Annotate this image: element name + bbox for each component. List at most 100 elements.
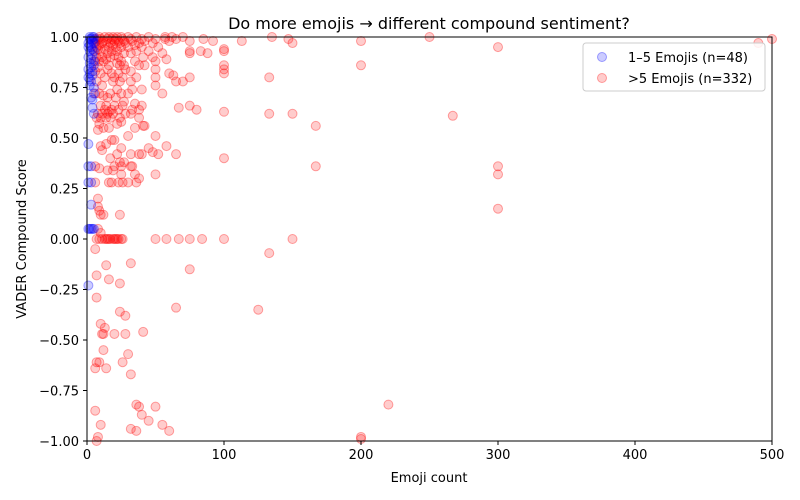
data-point-over-5-emojis bbox=[116, 161, 127, 172]
data-point-1-5-emojis bbox=[88, 34, 99, 45]
data-point-over-5-emojis bbox=[150, 72, 161, 83]
data-point-over-5-emojis bbox=[92, 223, 103, 234]
data-point-over-5-emojis bbox=[493, 161, 503, 172]
data-point-over-5-emojis bbox=[95, 141, 106, 152]
data-point-over-5-emojis bbox=[219, 153, 229, 164]
data-point-over-5-emojis bbox=[94, 118, 105, 129]
data-point-over-5-emojis bbox=[98, 122, 109, 133]
data-point-over-5-emojis bbox=[117, 177, 128, 188]
data-point-over-5-emojis bbox=[184, 48, 195, 59]
data-point-over-5-emojis bbox=[157, 48, 168, 59]
data-point-over-5-emojis bbox=[125, 66, 136, 77]
data-point-over-5-emojis bbox=[127, 104, 138, 115]
y-tick-label: 0.75 bbox=[50, 82, 79, 97]
data-point-over-5-emojis bbox=[95, 227, 106, 238]
data-point-over-5-emojis bbox=[356, 60, 366, 71]
legend-marker-series-1 bbox=[597, 52, 607, 62]
data-point-over-5-emojis bbox=[161, 54, 172, 65]
data-point-over-5-emojis bbox=[219, 60, 229, 71]
data-point-1-5-emojis bbox=[83, 280, 94, 291]
data-point-1-5-emojis bbox=[86, 161, 97, 172]
data-point-over-5-emojis bbox=[173, 102, 184, 113]
data-point-over-5-emojis bbox=[98, 345, 109, 356]
data-point-over-5-emojis bbox=[143, 46, 154, 57]
data-point-over-5-emojis bbox=[118, 48, 129, 59]
data-point-over-5-emojis bbox=[102, 48, 113, 59]
y-tick-label: 1.00 bbox=[50, 31, 79, 46]
data-point-over-5-emojis bbox=[114, 209, 125, 220]
data-point-over-5-emojis bbox=[153, 42, 164, 53]
data-point-over-5-emojis bbox=[116, 42, 127, 53]
data-point-over-5-emojis bbox=[114, 112, 125, 123]
data-point-over-5-emojis bbox=[112, 46, 123, 57]
data-point-over-5-emojis bbox=[108, 40, 119, 51]
data-point-1-5-emojis bbox=[88, 82, 99, 93]
data-point-over-5-emojis bbox=[147, 52, 158, 63]
data-point-over-5-emojis bbox=[208, 36, 219, 47]
data-point-over-5-emojis bbox=[184, 46, 195, 57]
data-point-over-5-emojis bbox=[90, 363, 101, 374]
data-point-over-5-emojis bbox=[112, 149, 123, 160]
data-point-over-5-emojis bbox=[117, 100, 128, 111]
data-point-over-5-emojis bbox=[90, 38, 101, 49]
data-point-over-5-emojis bbox=[112, 84, 123, 95]
data-point-over-5-emojis bbox=[99, 104, 110, 115]
data-point-over-5-emojis bbox=[157, 88, 168, 99]
data-point-over-5-emojis bbox=[171, 149, 182, 160]
data-point-over-5-emojis bbox=[118, 60, 129, 71]
data-point-over-5-emojis bbox=[109, 135, 120, 146]
data-point-over-5-emojis bbox=[97, 52, 108, 63]
data-point-over-5-emojis bbox=[106, 46, 117, 57]
chart-title: Do more emojis → different compound sent… bbox=[228, 14, 630, 33]
data-point-over-5-emojis bbox=[131, 177, 142, 188]
data-point-over-5-emojis bbox=[101, 100, 112, 111]
data-point-over-5-emojis bbox=[143, 415, 154, 426]
plot-frame bbox=[86, 36, 773, 442]
data-point-over-5-emojis bbox=[113, 177, 124, 188]
data-point-over-5-emojis bbox=[164, 425, 175, 436]
data-point-over-5-emojis bbox=[108, 165, 119, 176]
data-point-over-5-emojis bbox=[90, 88, 101, 99]
data-point-over-5-emojis bbox=[383, 399, 394, 410]
data-point-over-5-emojis bbox=[98, 56, 109, 67]
x-tick-label: 200 bbox=[349, 448, 374, 463]
data-point-over-5-emojis bbox=[113, 234, 124, 244]
data-point-over-5-emojis bbox=[95, 209, 106, 220]
data-point-over-5-emojis bbox=[127, 84, 138, 95]
data-point-over-5-emojis bbox=[195, 46, 206, 57]
data-point-over-5-emojis bbox=[136, 84, 147, 95]
data-point-over-5-emojis bbox=[94, 88, 105, 99]
data-point-over-5-emojis bbox=[99, 44, 110, 55]
data-point-over-5-emojis bbox=[123, 88, 134, 99]
data-point-over-5-emojis bbox=[117, 357, 128, 368]
y-tick-label: 0.50 bbox=[50, 132, 79, 147]
data-point-1-5-emojis bbox=[83, 72, 94, 83]
data-point-over-5-emojis bbox=[94, 205, 105, 216]
data-point-over-5-emojis bbox=[138, 120, 149, 131]
data-point-over-5-emojis bbox=[110, 42, 121, 53]
data-point-over-5-emojis bbox=[92, 108, 103, 119]
data-point-over-5-emojis bbox=[97, 38, 108, 49]
data-point-over-5-emojis bbox=[493, 42, 503, 53]
x-axis-ticks: 0 100 200 300 400 500 bbox=[83, 441, 784, 463]
data-point-over-5-emojis bbox=[136, 409, 147, 420]
data-point-over-5-emojis bbox=[147, 147, 158, 158]
data-point-1-5-emojis bbox=[83, 161, 94, 172]
data-point-1-5-emojis bbox=[87, 44, 98, 55]
data-point-over-5-emojis bbox=[125, 161, 136, 172]
data-point-over-5-emojis bbox=[131, 399, 142, 410]
data-point-over-5-emojis bbox=[108, 76, 119, 87]
data-point-over-5-emojis bbox=[102, 92, 113, 103]
data-point-over-5-emojis bbox=[95, 112, 106, 123]
data-point-over-5-emojis bbox=[92, 44, 103, 55]
data-point-over-5-emojis bbox=[94, 40, 105, 51]
data-point-over-5-emojis bbox=[113, 52, 124, 63]
data-point-over-5-emojis bbox=[116, 169, 127, 180]
data-point-over-5-emojis bbox=[99, 234, 110, 244]
data-point-1-5-emojis bbox=[88, 108, 99, 119]
data-point-over-5-emojis bbox=[91, 292, 102, 303]
data-point-over-5-emojis bbox=[138, 326, 149, 337]
data-point-over-5-emojis bbox=[139, 60, 150, 71]
data-point-over-5-emojis bbox=[125, 76, 136, 87]
data-point-over-5-emojis bbox=[90, 244, 101, 255]
